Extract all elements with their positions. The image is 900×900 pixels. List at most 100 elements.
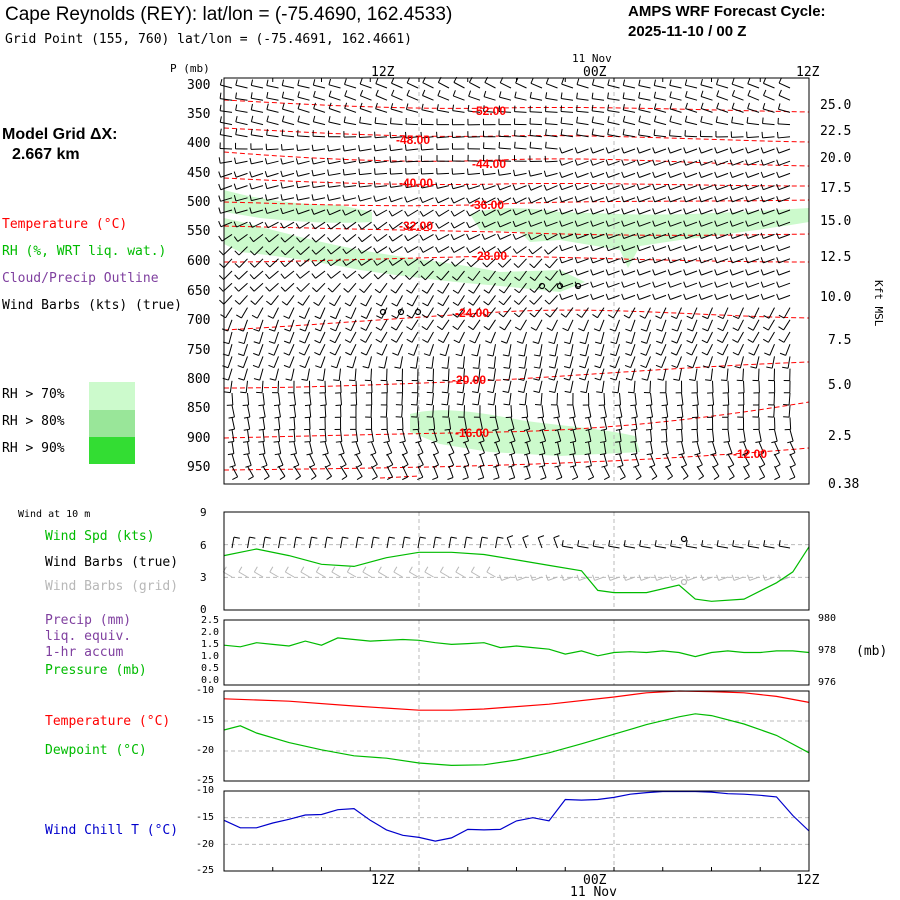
barb-staff (315, 258, 326, 267)
barb-staff (338, 368, 341, 381)
wind-barb (607, 92, 620, 101)
barb-feather (243, 453, 250, 456)
p-tick: 700 (187, 313, 211, 328)
wind-barb (237, 356, 248, 369)
wind-barb (667, 147, 682, 154)
barb-staff (366, 307, 372, 319)
barb-staff (561, 294, 574, 300)
wind-barb (437, 89, 450, 101)
wind-barb (596, 380, 605, 394)
wind-barb (335, 429, 343, 443)
barb-feather (435, 261, 440, 267)
barb-staff (359, 172, 372, 176)
barb-feather (778, 574, 782, 581)
wind-barb (652, 171, 667, 178)
barb-staff (464, 417, 467, 430)
barb-staff (557, 417, 562, 430)
wind-barb (641, 368, 651, 381)
wind-barb (623, 307, 636, 319)
barb-staff (266, 121, 279, 126)
wind-barb (640, 319, 651, 332)
wind-barb (452, 295, 465, 306)
barb-staff (458, 331, 465, 343)
barb-feather (746, 117, 749, 124)
barb-staff (361, 270, 372, 280)
wind-barb (621, 269, 636, 276)
barb-feather (499, 574, 503, 581)
wind-barb (627, 380, 636, 394)
barb-staff (442, 282, 450, 294)
barb-feather (652, 208, 656, 215)
barb-feather (776, 269, 780, 276)
barb-feather (283, 352, 290, 356)
barb-staff (592, 294, 605, 300)
barb-staff (727, 465, 735, 477)
wind-barb (328, 295, 341, 307)
precip-ytick: 1.0 (201, 651, 220, 662)
wind-barb (426, 392, 434, 406)
barb-staff (453, 95, 465, 101)
barb-staff (448, 429, 454, 442)
barb-feather (394, 366, 401, 369)
barb-staff (576, 110, 589, 113)
barb-staff (534, 270, 543, 281)
barb-staff (464, 453, 470, 466)
wind-barb (219, 128, 233, 138)
barb-staff (421, 109, 434, 113)
wind-barb (390, 103, 403, 113)
barb-feather (249, 536, 256, 539)
barb-staff (421, 172, 434, 175)
barb-feather (521, 416, 528, 419)
wind-barb (374, 282, 388, 294)
barb-feather (569, 453, 576, 456)
barb-staff (789, 441, 796, 453)
barb-feather (277, 464, 284, 468)
barb-staff (413, 344, 419, 356)
barb-staff (508, 392, 512, 405)
barb-staff (448, 441, 455, 453)
barb-staff (514, 147, 527, 150)
wind-barb (283, 356, 295, 369)
barb-feather (605, 269, 609, 276)
barb-staff (223, 295, 233, 305)
barb-staff (282, 172, 295, 178)
barb-staff (344, 160, 357, 164)
wind-barb (329, 331, 341, 344)
wind-barb (590, 232, 605, 239)
wind-barb (309, 453, 316, 468)
barb-feather (512, 233, 517, 240)
barb-staff (778, 270, 791, 276)
barb-feather (269, 378, 276, 381)
barb-feather (617, 464, 624, 468)
barb-feather (607, 128, 610, 135)
surface-grid-barb (638, 574, 651, 581)
barb-feather (530, 326, 537, 331)
surface-grid-barb (424, 566, 434, 578)
barb-feather (237, 328, 244, 332)
barb-staff (316, 282, 326, 293)
rh70-swatch (89, 382, 135, 410)
barb-feather (470, 566, 475, 573)
barb-feather (670, 540, 673, 547)
wind-barb (732, 343, 744, 356)
barb-feather (713, 475, 720, 480)
wind-barb (313, 90, 326, 101)
barb-feather (311, 169, 314, 176)
barb-feather (667, 475, 673, 480)
barb-feather (263, 476, 270, 480)
wind-barb (373, 209, 388, 217)
wind-barb (545, 105, 558, 113)
wind-barb (714, 257, 729, 264)
wind-barb (601, 453, 608, 468)
wind-barb (483, 105, 496, 113)
barb-staff (239, 295, 248, 305)
barb-feather (745, 269, 749, 276)
barb-staff (477, 380, 481, 393)
wind-barb (717, 319, 729, 332)
windchill-panel-frame (223, 790, 810, 872)
barb-feather (315, 566, 320, 573)
barb-feather (591, 104, 594, 111)
barb-staff (701, 246, 713, 252)
barb-staff (526, 405, 529, 418)
wind-barb (776, 232, 791, 239)
